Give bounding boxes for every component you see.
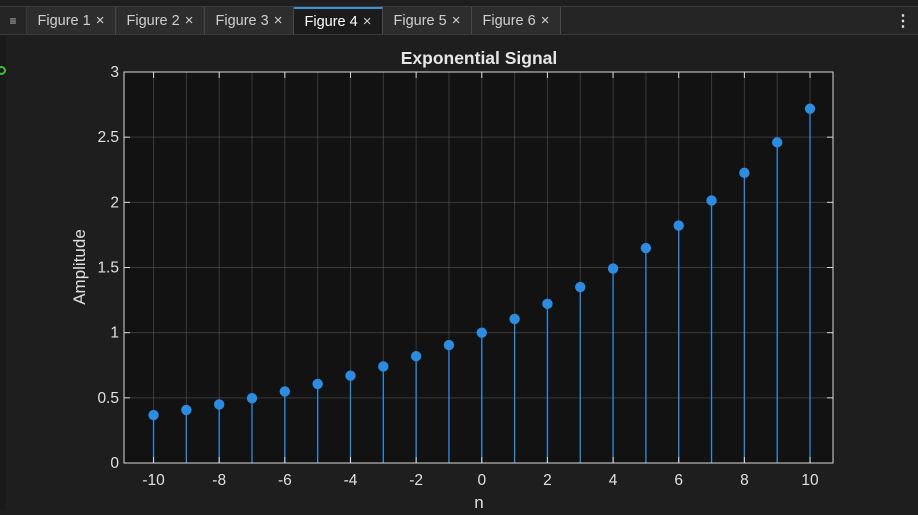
stem-marker <box>378 361 389 372</box>
stem-marker <box>476 327 487 338</box>
x-tick-label: -10 <box>142 472 165 489</box>
stem-marker <box>607 263 619 274</box>
tab-figure-4[interactable]: Figure 4 × <box>294 7 383 34</box>
stem-marker <box>246 393 258 404</box>
stem-marker <box>345 370 356 381</box>
stem-marker <box>181 404 192 416</box>
stem-marker <box>739 167 750 179</box>
stem-marker <box>542 298 553 310</box>
stem-marker <box>575 281 586 293</box>
stem-marker <box>771 137 783 148</box>
close-icon[interactable]: × <box>95 12 105 29</box>
close-icon[interactable]: × <box>273 12 283 29</box>
close-icon[interactable]: × <box>184 12 194 29</box>
y-axis-label: Amplitude <box>70 229 89 305</box>
y-tick-label: 1.5 <box>97 260 119 277</box>
x-tick-label: -8 <box>212 472 226 489</box>
y-tick-label: 0.5 <box>97 390 119 407</box>
tab-figure-1[interactable]: Figure 1 × <box>27 7 116 34</box>
left-panel-edge <box>0 35 6 510</box>
stem-marker <box>804 103 816 114</box>
window-top-edge <box>0 0 918 7</box>
x-tick-label: -2 <box>409 472 423 489</box>
x-tick-label: 2 <box>543 472 552 489</box>
figure-tab-bar: ≡ Figure 1 × Figure 2 × Figure 3 × Figur… <box>0 7 918 35</box>
status-indicator-icon <box>0 66 6 75</box>
stem-marker <box>410 351 422 362</box>
stem-marker <box>148 409 159 421</box>
stem-marker <box>213 399 225 410</box>
x-tick-label: 10 <box>801 472 819 489</box>
stem-marker <box>509 313 520 325</box>
y-tick-label: 0 <box>110 455 119 472</box>
tab-label: Figure 5 <box>393 12 447 29</box>
x-tick-label: 8 <box>740 472 749 489</box>
tab-figure-2[interactable]: Figure 2 × <box>116 7 205 34</box>
x-tick-label: 0 <box>477 472 486 489</box>
y-tick-label: 2 <box>110 194 119 211</box>
stem-marker <box>640 242 652 254</box>
stem-marker <box>706 195 717 206</box>
tab-figure-5[interactable]: Figure 5 × <box>383 7 472 34</box>
tab-figure-3[interactable]: Figure 3 × <box>205 7 294 34</box>
tab-bar-spacer <box>561 7 888 34</box>
x-tick-label: -4 <box>344 472 358 489</box>
hamburger-icon[interactable]: ≡ <box>0 7 27 34</box>
tab-label: Figure 3 <box>215 12 269 29</box>
y-tick-label: 3 <box>110 64 119 81</box>
tab-label: Figure 4 <box>304 13 358 30</box>
tab-label: Figure 1 <box>37 12 91 29</box>
figure-canvas: -10 -8 -6 -4 -2 0 2 4 6 8 10 0 0.5 1 1.5 2 2.5 3 Exponen… <box>6 35 918 512</box>
x-tick-label: -6 <box>278 472 292 489</box>
tab-label: Figure 2 <box>126 12 180 29</box>
stem-marker <box>443 339 455 351</box>
close-icon[interactable]: × <box>362 13 372 30</box>
close-icon[interactable]: × <box>451 12 461 29</box>
stem-chart: -10 -8 -6 -4 -2 0 2 4 6 8 10 0 0.5 1 1.5 2 2.5 3 Exponen… <box>70 48 834 512</box>
tab-label: Figure 6 <box>482 12 536 29</box>
tab-figure-6[interactable]: Figure 6 × <box>472 7 561 34</box>
x-tick-label: 6 <box>674 472 683 489</box>
x-axis-label: n <box>474 493 483 510</box>
stem-marker <box>312 378 323 390</box>
y-tick-label: 2.5 <box>97 129 119 146</box>
kebab-menu-icon[interactable]: ⋮ <box>895 12 911 30</box>
close-icon[interactable]: × <box>540 12 550 29</box>
x-tick-label: 4 <box>609 472 618 489</box>
stem-marker <box>673 220 684 231</box>
y-tick-label: 1 <box>110 325 119 342</box>
stem-marker <box>279 386 291 397</box>
chart-title: Exponential Signal <box>401 48 558 68</box>
